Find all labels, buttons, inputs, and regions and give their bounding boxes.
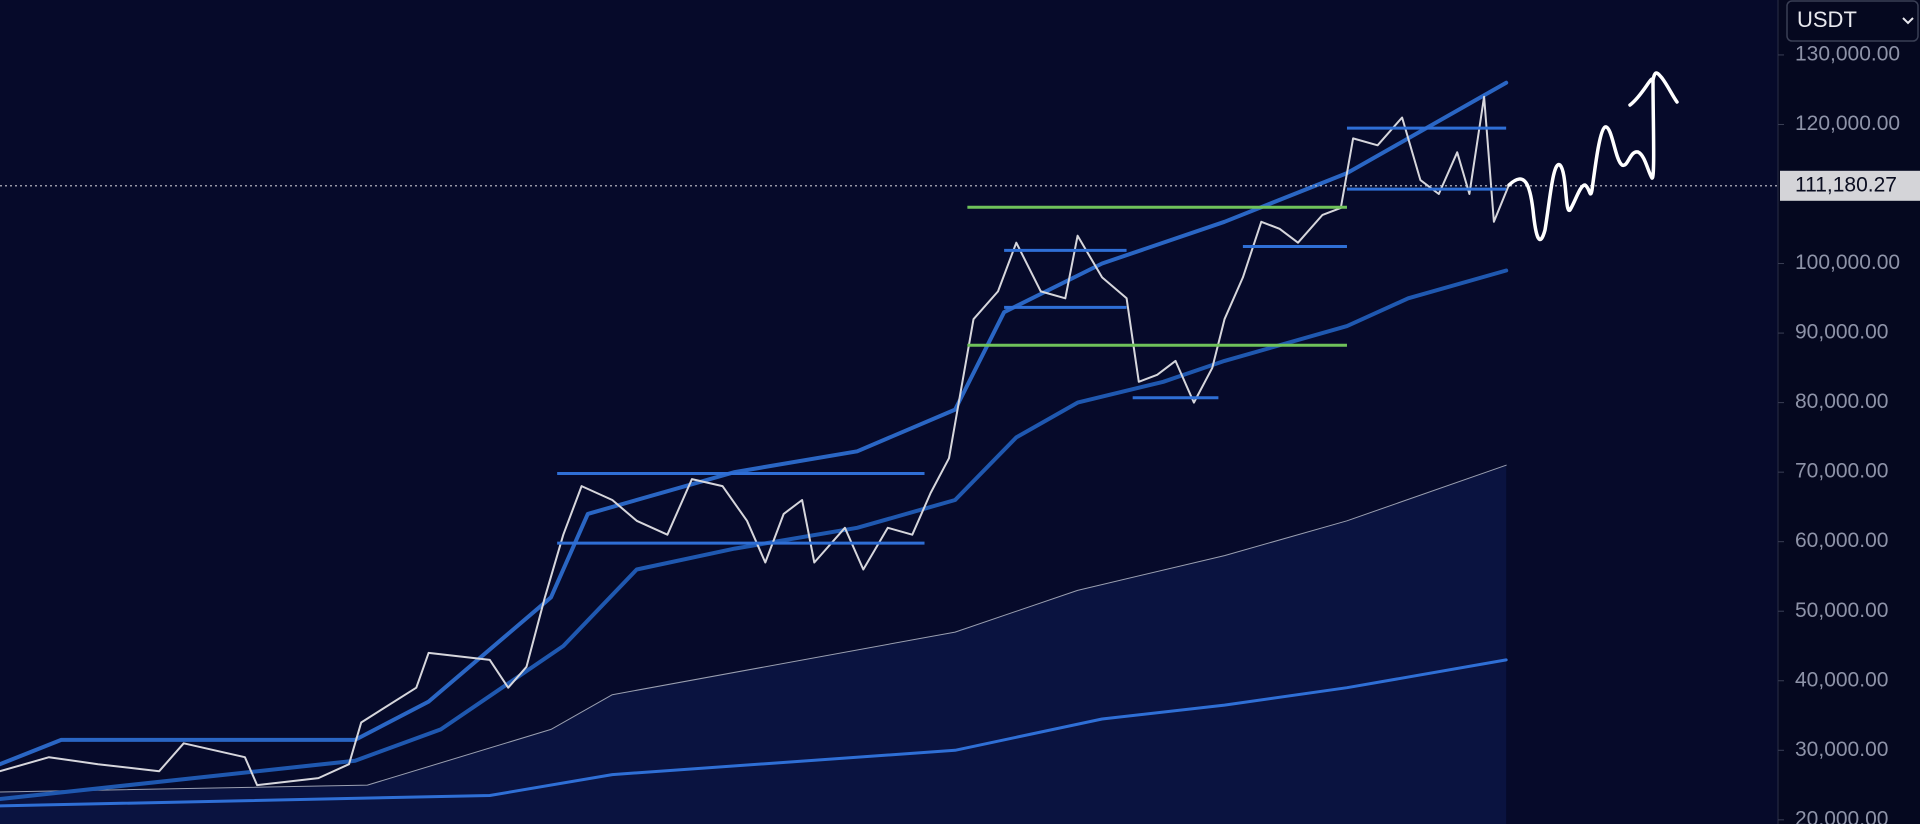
plot-area bbox=[0, 80, 1778, 824]
chevron bbox=[1902, 17, 1914, 25]
series-line bbox=[0, 658, 1508, 808]
last-price-label: 111,180.27 bbox=[1795, 173, 1897, 196]
series-line bbox=[0, 95, 1510, 787]
currency-label: USDT bbox=[1797, 7, 1857, 32]
y-tick-label: 60,000.00 bbox=[1795, 529, 1888, 552]
price-axis bbox=[1778, 0, 1920, 824]
y-tick-label: 90,000.00 bbox=[1795, 321, 1888, 344]
y-tick-label: 50,000.00 bbox=[1795, 599, 1888, 622]
y-tick-label: 80,000.00 bbox=[1795, 390, 1888, 413]
y-tick-label: 130,000.00 bbox=[1795, 42, 1900, 65]
y-tick-label: 70,000.00 bbox=[1795, 460, 1888, 483]
price-axis-labels: 130,000.00 120,000.00 100,000.00 90,000.00 8… bbox=[1778, 42, 1920, 824]
series-line bbox=[0, 80, 1509, 767]
series-line bbox=[0, 268, 1509, 801]
y-tick-label: 20,000.00 bbox=[1795, 807, 1888, 824]
area-fill bbox=[0, 465, 1507, 824]
hand-drawn-arrow bbox=[1507, 71, 1679, 242]
currency-selector[interactable]: USDT bbox=[1786, 0, 1919, 42]
last-price-box bbox=[1780, 170, 1920, 201]
y-tick-label: 40,000.00 bbox=[1795, 668, 1888, 691]
currency-box[interactable] bbox=[1786, 0, 1919, 42]
series-line bbox=[0, 464, 1507, 793]
y-tick-label: 120,000.00 bbox=[1795, 112, 1900, 135]
y-tick-label: 100,000.00 bbox=[1795, 251, 1900, 274]
y-tick-label: 30,000.00 bbox=[1795, 738, 1888, 761]
